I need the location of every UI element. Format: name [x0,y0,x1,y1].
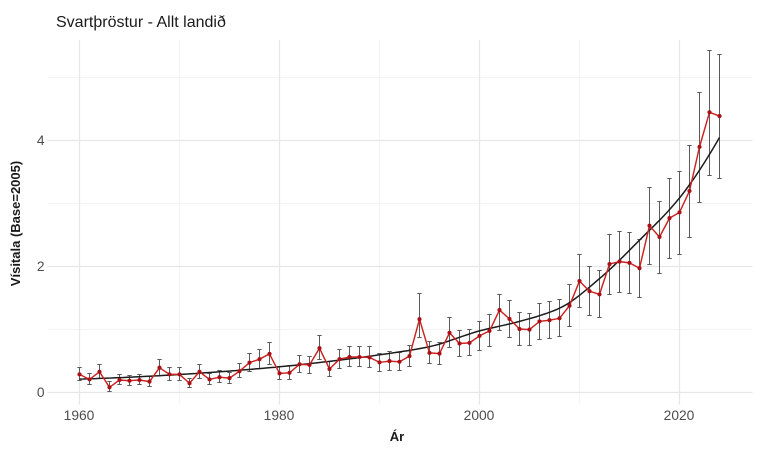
svg-text:1960: 1960 [64,408,95,423]
svg-text:Vísitala (Base=2005): Vísitala (Base=2005) [8,161,23,286]
svg-text:Ár: Ár [390,429,404,444]
svg-text:Svartþröstur - Allt landið: Svartþröstur - Allt landið [56,14,226,31]
svg-text:2000: 2000 [464,408,495,423]
svg-text:2: 2 [37,259,45,274]
svg-text:2020: 2020 [664,408,695,423]
svg-text:0: 0 [37,385,45,400]
svg-text:1980: 1980 [264,408,295,423]
svg-text:4: 4 [37,133,45,148]
